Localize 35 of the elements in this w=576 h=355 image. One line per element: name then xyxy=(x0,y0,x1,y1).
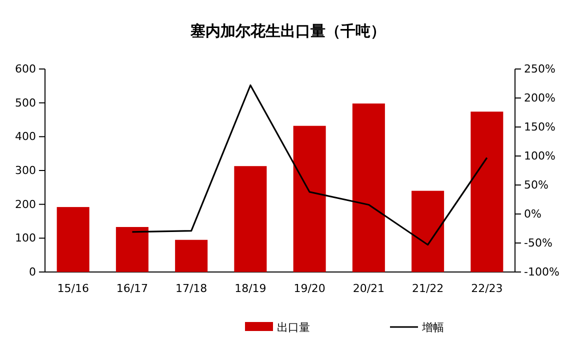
line-series xyxy=(131,84,488,246)
x-tick-label: 21/22 xyxy=(412,282,444,295)
y2-tick-label: -50% xyxy=(524,236,552,250)
x-tick-label: 16/17 xyxy=(116,282,148,295)
y-tick-label: 0 xyxy=(29,266,36,279)
y-tick-label: 500 xyxy=(15,96,36,110)
y2-tick-label: 250% xyxy=(524,62,556,76)
y2-tick-label: 50% xyxy=(524,178,548,192)
bar xyxy=(175,240,208,272)
y2-tick-label: 0% xyxy=(524,208,542,221)
y-tick-label: 400 xyxy=(15,130,36,144)
x-tick-label: 19/20 xyxy=(294,282,326,295)
bar xyxy=(352,104,385,272)
chart-title: 塞内加尔花生出口量（千吨） xyxy=(190,22,386,40)
y-tick-label: 100 xyxy=(15,232,36,245)
x-tick-label: 22/23 xyxy=(471,282,503,295)
y2-tick-label: 200% xyxy=(524,92,556,105)
y-tick-label: 600 xyxy=(15,62,36,76)
x-tick-label: 20/21 xyxy=(352,282,385,295)
bar xyxy=(234,166,267,272)
y2-tick-label: 100% xyxy=(524,150,556,163)
bar xyxy=(116,227,148,272)
bar xyxy=(470,112,504,272)
x-tick-label: 15/16 xyxy=(57,282,89,295)
y-tick-label: 200 xyxy=(15,198,36,211)
x-tick-label: 17/18 xyxy=(175,282,208,295)
bar xyxy=(412,190,444,272)
y2-tick-label: 150% xyxy=(524,120,556,134)
y2-tick-label: -100% xyxy=(524,266,560,279)
legend-label: 出口量 xyxy=(277,321,310,334)
bar xyxy=(56,207,90,272)
legend-label: 增幅 xyxy=(421,321,444,334)
y-tick-label: 300 xyxy=(15,164,36,178)
x-tick-label: 18/19 xyxy=(234,282,266,295)
bar xyxy=(293,126,326,272)
